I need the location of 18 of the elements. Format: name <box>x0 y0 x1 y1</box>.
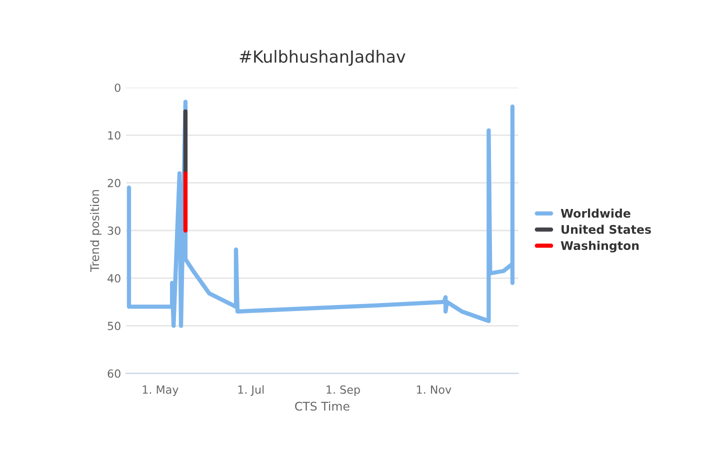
x-tick-label: 1. May <box>142 386 178 396</box>
y-tick-label: 30 <box>108 226 120 235</box>
x-tick-label: 1. Nov <box>416 386 452 394</box>
y-tick-label: 20 <box>108 178 120 188</box>
y-tick-label: 50 <box>108 322 120 330</box>
chart-title: #KulbhushanJadhav <box>240 50 406 66</box>
y-tick-label: 40 <box>108 274 120 283</box>
x-tick-label: 1. Jul <box>238 385 264 396</box>
line-series <box>126 100 515 328</box>
y-tick-label: 10 <box>108 131 120 140</box>
y-axis-title: Trend position <box>90 190 102 272</box>
y-tick-label: 60 <box>108 369 120 378</box>
legend-label: Washington <box>560 240 639 252</box>
legend-label: United States <box>562 224 651 234</box>
x-tick-label: 1. Sep <box>326 385 360 396</box>
legend-label: Worldwide <box>560 208 630 218</box>
x-axis-title: CTS Time <box>295 402 350 411</box>
y-tick-label: 0 <box>114 84 120 92</box>
